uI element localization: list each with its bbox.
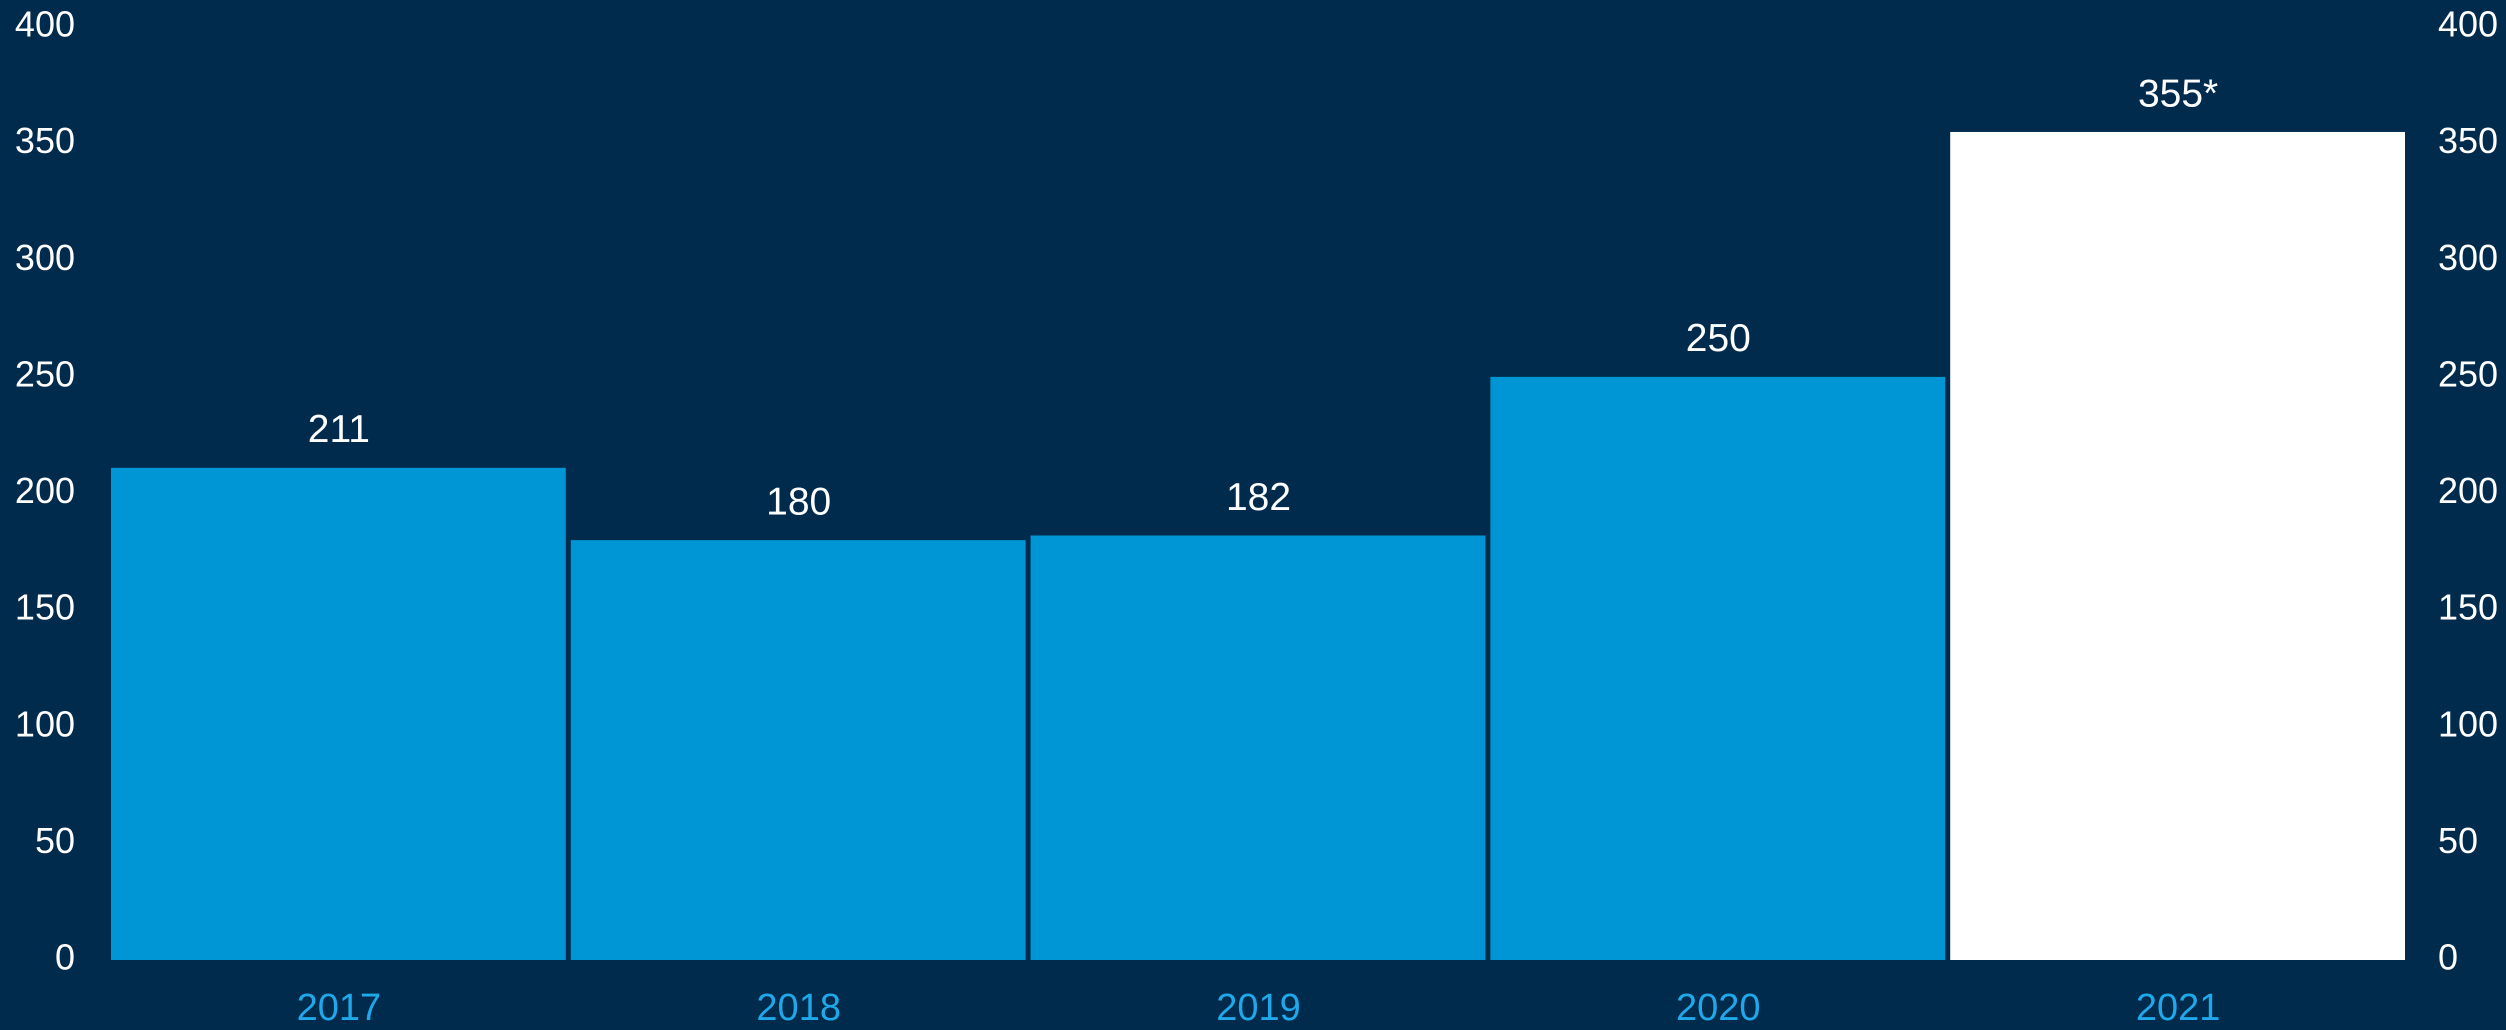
y-tick-label: 350 <box>15 120 75 161</box>
y-tick-label: 50 <box>35 820 75 861</box>
bar <box>570 540 1026 960</box>
value-label: 250 <box>1686 317 1751 360</box>
x-tick-label: 2019 <box>1216 987 1301 1029</box>
y2-tick-label: 200 <box>2438 470 2498 511</box>
x-tick-label: 2018 <box>756 987 841 1029</box>
value-label: 182 <box>1226 476 1291 519</box>
bar <box>1490 376 1946 960</box>
x-tick-label: 2021 <box>2136 987 2221 1029</box>
y2-tick-label: 0 <box>2438 937 2458 978</box>
y-tick-label: 400 <box>15 4 75 45</box>
bar <box>1030 535 1486 960</box>
y2-tick-label: 400 <box>2438 4 2498 45</box>
y2-tick-label: 50 <box>2438 820 2478 861</box>
y-tick-label: 150 <box>15 587 75 628</box>
y-tick-label: 100 <box>15 703 75 744</box>
y-tick-label: 300 <box>15 237 75 278</box>
bar <box>111 467 566 960</box>
y2-tick-label: 250 <box>2438 353 2498 394</box>
y-tick-label: 250 <box>15 353 75 394</box>
y-tick-label: 0 <box>55 937 75 978</box>
bar <box>1950 131 2405 960</box>
y-tick-label: 200 <box>15 470 75 511</box>
y2-tick-label: 350 <box>2438 120 2498 161</box>
value-label: 355* <box>2138 72 2218 115</box>
x-tick-label: 2017 <box>297 987 382 1029</box>
value-label: 211 <box>308 408 370 451</box>
y2-tick-label: 150 <box>2438 587 2498 628</box>
x-tick-label: 2020 <box>1676 987 1761 1029</box>
y2-tick-label: 300 <box>2438 237 2498 278</box>
value-label: 180 <box>766 480 831 523</box>
y2-tick-label: 100 <box>2438 703 2498 744</box>
